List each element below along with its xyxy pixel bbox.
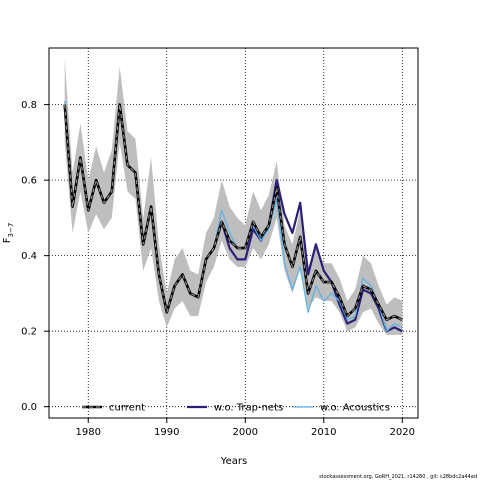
x-tick-label: 1980 <box>76 427 101 438</box>
plot-frame <box>48 47 419 419</box>
legend-label-current: current <box>109 403 145 414</box>
x-tick-label: 2010 <box>311 427 336 438</box>
legend-label-w-o-acoustics: w.o. Acoustics <box>320 403 390 414</box>
x-axis-label: Years <box>220 456 247 467</box>
y-tick-label: 0.4 <box>21 251 37 262</box>
y-tick-label: 0.6 <box>21 176 37 187</box>
x-axis: 1980 1990 2000 2010 2020 <box>76 418 415 438</box>
y-axis-label: F3−7 <box>2 223 15 244</box>
confidence-band-area <box>64 59 403 335</box>
legend-label-w-o-trap-nets: w.o. Trap-nets <box>214 403 283 414</box>
y-axis-label-base: F <box>2 237 13 243</box>
y-tick-label: 0.2 <box>21 327 37 338</box>
y-axis: 0.0 0.2 0.4 0.6 0.8 <box>21 100 49 413</box>
legend: current w.o. Trap-nets w.o. Acoustics <box>82 403 390 414</box>
x-tick-label: 2020 <box>390 427 415 438</box>
series-line-current-dash <box>64 104 403 321</box>
y-axis-label-subscript: 3−7 <box>7 223 15 238</box>
x-tick-label: 1990 <box>154 427 179 438</box>
footer-text: stockassessment.org, GoRH_2021, r14280 ,… <box>319 474 477 480</box>
y-tick-label: 0.8 <box>21 100 37 111</box>
y-tick-label: 0.0 <box>21 402 37 413</box>
series-lines <box>63 100 403 333</box>
x-tick-label: 2000 <box>233 427 258 438</box>
confidence-band <box>64 59 403 335</box>
